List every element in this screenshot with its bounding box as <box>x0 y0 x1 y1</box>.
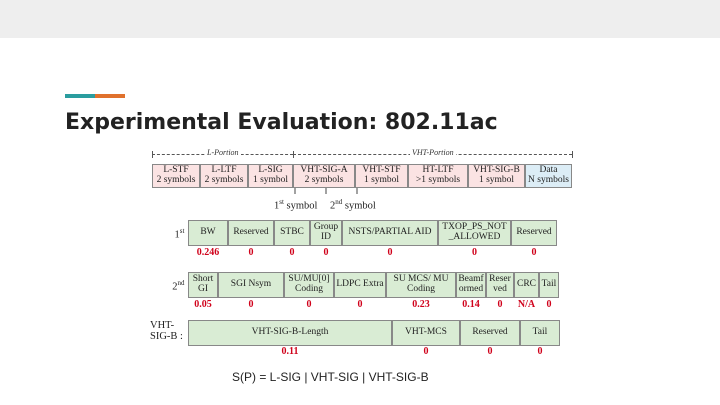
l-portion-label: L-Portion <box>205 148 241 157</box>
field-name: L-STF <box>163 165 189 176</box>
probability-value: 0.246 <box>196 247 220 258</box>
vht-sig-a2-row: Short GI SGI Nsym SU/MU[0] Coding LDPC E… <box>188 272 559 298</box>
row3-label: VHT- SIG-B : <box>150 320 183 343</box>
slide-caption: S(P) = L-SIG | VHT-SIG | VHT-SIG-B <box>232 370 429 384</box>
probability-value: 0 <box>323 247 329 258</box>
probability-value: N/A <box>517 299 536 310</box>
accent-bar-orange <box>95 94 125 98</box>
field-vht-mcs: VHT-MCS <box>392 320 460 346</box>
field-sgi-nsym: SGI Nsym <box>218 272 284 298</box>
preamble-field-lstf: L-STF 2 symbols <box>152 164 200 188</box>
probability-value: 0 <box>357 299 363 310</box>
preamble-field-lltf: L-LTF 2 symbols <box>200 164 248 188</box>
field-reserved: Reser ved <box>486 272 514 298</box>
field-name: Data <box>539 165 558 176</box>
vht-portion-label: VHT-Portion <box>410 148 456 157</box>
preamble-field-vht-stf: VHT-STF 1 symbol <box>355 164 408 188</box>
row1-label: 1st : <box>174 227 190 241</box>
field-reserved: Reserved <box>511 220 557 246</box>
vht-frame-figure: L-Portion VHT-Portion L-STF 2 symbols L-L… <box>150 148 575 365</box>
field-name: L-LTF <box>211 165 237 176</box>
field-crc: CRC <box>514 272 539 298</box>
field-name: HT-LTF <box>422 165 454 176</box>
field-nsts-partial-aid: NSTS/PARTIAL AID <box>342 220 438 246</box>
vht-sig-b-row: VHT-SIG-B-Length VHT-MCS Reserved Tail <box>188 320 560 346</box>
probability-value: 0 <box>248 247 254 258</box>
probability-value: 0 <box>531 247 537 258</box>
probability-value: 0 <box>423 346 429 357</box>
probability-value: 0 <box>546 299 552 310</box>
field-reserved: Reserved <box>228 220 274 246</box>
field-name: VHT-SIG-B <box>473 165 520 176</box>
field-duration: >1 symbols <box>415 175 461 185</box>
preamble-field-lsig: L-SIG 1 symbol <box>248 164 293 188</box>
accent-bar-teal <box>65 94 95 98</box>
probability-value: 0 <box>537 346 543 357</box>
field-group-id: Group ID <box>310 220 342 246</box>
field-beamformed: Beamf ormed <box>456 272 486 298</box>
second-symbol-label: 2nd symbol <box>330 198 376 212</box>
probability-value: 0 <box>289 247 295 258</box>
preamble-field-data: Data N symbols <box>525 164 572 188</box>
probability-value: 0.23 <box>412 299 430 310</box>
top-banner <box>0 0 720 38</box>
field-duration: N symbols <box>528 175 569 185</box>
portion-tick <box>572 151 573 158</box>
preamble-field-vht-sig-a: VHT-SIG-A 2 symbols <box>293 164 355 188</box>
field-tail: Tail <box>520 320 560 346</box>
symbol-bracket <box>294 188 358 194</box>
field-duration: 2 symbols <box>204 175 244 185</box>
field-stbc: STBC <box>274 220 310 246</box>
preamble-row: L-STF 2 symbols L-LTF 2 symbols L-SIG 1 sym… <box>152 164 572 188</box>
probability-value: 0 <box>472 247 477 258</box>
field-short-gi: Short GI <box>188 272 218 298</box>
first-symbol-label: 1st symbol <box>274 198 318 212</box>
field-txop-ps: TXOP_PS_NOT _ALLOWED <box>438 220 511 246</box>
field-name: VHT-SIG-A <box>300 165 348 176</box>
probability-value: 0 <box>387 247 393 258</box>
field-su-mcs: SU MCS/ MU Coding <box>386 272 456 298</box>
probability-value: 0.14 <box>462 299 480 310</box>
field-duration: 1 symbol <box>478 175 515 185</box>
field-su-mu-coding: SU/MU[0] Coding <box>284 272 334 298</box>
probability-value: 0 <box>497 299 503 310</box>
row3-probabilities: 0.11 0 0 0 <box>188 346 560 357</box>
field-name: L-SIG <box>258 165 283 176</box>
probability-value: 0.11 <box>281 346 299 357</box>
row2-label: 2nd : <box>172 279 190 293</box>
probability-value: 0 <box>306 299 312 310</box>
field-tail: Tail <box>539 272 559 298</box>
field-name: VHT-STF <box>362 165 401 176</box>
probability-value: 0 <box>248 299 254 310</box>
field-bw: BW <box>188 220 228 246</box>
preamble-field-ht-ltf: HT-LTF >1 symbols <box>408 164 468 188</box>
preamble-field-vht-sig-b: VHT-SIG-B 1 symbol <box>468 164 525 188</box>
probability-value: 0.05 <box>194 299 212 310</box>
field-duration: 2 symbols <box>304 175 344 185</box>
field-vht-sig-b-length: VHT-SIG-B-Length <box>188 320 392 346</box>
field-duration: 1 symbol <box>363 175 400 185</box>
probability-value: 0 <box>487 346 493 357</box>
vht-sig-a1-row: BW Reserved STBC Group ID NSTS/PARTIAL A… <box>188 220 557 246</box>
field-duration: 2 symbols <box>156 175 196 185</box>
field-reserved: Reserved <box>460 320 520 346</box>
field-ldpc-extra: LDPC Extra <box>334 272 386 298</box>
row2-probabilities: 0.05 0 0 0 0.23 0.14 0 N/A 0 <box>188 299 559 310</box>
slide-title: Experimental Evaluation: 802.11ac <box>65 110 498 135</box>
field-duration: 1 symbol <box>252 175 289 185</box>
row1-probabilities: 0.246 0 0 0 0 0 0 <box>188 247 557 258</box>
